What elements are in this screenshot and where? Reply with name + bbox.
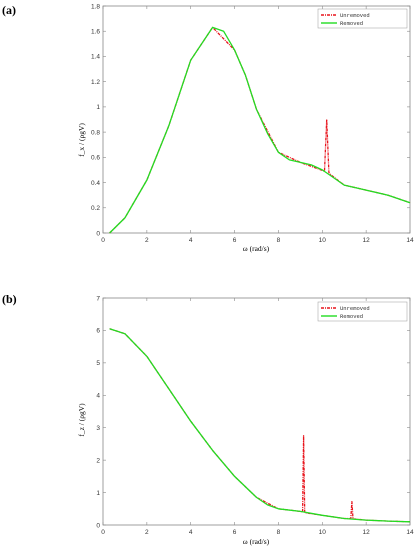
series-line-unremoved-b (109, 328, 411, 523)
x-tick-label-b: 14 (406, 529, 414, 536)
x-tick-label-b: 8 (277, 529, 281, 536)
x-tick-label-b: 0 (101, 529, 105, 536)
x-tick-label-a: 0 (101, 237, 105, 244)
x-tick-label-b: 2 (145, 529, 149, 536)
legend-box-a (317, 8, 408, 29)
y-tick-label-a: 1.6 (91, 29, 100, 36)
y-tick-label-b: 3 (96, 425, 100, 432)
series-lines-a (109, 26, 411, 234)
legend-label-unremoved-b: Unremoved (340, 305, 370, 312)
y-tick-label-a: 0.4 (91, 180, 100, 187)
x-tick-label-b: 10 (319, 529, 327, 536)
series-lines-b (109, 328, 411, 523)
y-tick-label-b: 0 (96, 522, 100, 529)
y-axis-title-a: f_x / (ρgV) (77, 123, 86, 157)
panel-label-b: (b) (2, 292, 17, 306)
x-tick-label-a: 14 (406, 237, 414, 244)
series-line-removed-a (109, 26, 411, 234)
y-tick-label-b: 5 (96, 360, 100, 367)
x-tick-label-a: 8 (277, 237, 281, 244)
legend-label-unremoved-a: Unremoved (340, 12, 370, 19)
series-line-removed-b (109, 328, 411, 523)
series-line-unremoved-a (109, 26, 411, 234)
panel-label-a: (a) (2, 3, 16, 17)
y-tick-label-b: 6 (96, 328, 100, 335)
x-tick-label-b: 4 (189, 529, 193, 536)
x-tick-label-b: 12 (363, 529, 371, 536)
x-axis-title-b: ω (rad/s) (243, 537, 270, 546)
y-tick-label-a: 0 (96, 230, 100, 237)
plot-frame-b (102, 297, 411, 526)
legend-b: Unremoved Removed (317, 301, 408, 322)
y-tick-label-a: 0.2 (91, 205, 100, 212)
y-tick-label-b: 7 (96, 295, 100, 302)
legend-label-removed-a: Removed (340, 20, 363, 27)
plot-frame-a (102, 5, 411, 234)
legend-box-b (317, 301, 408, 322)
y-tick-label-a: 1.2 (91, 79, 100, 86)
x-tick-label-a: 2 (145, 237, 149, 244)
y-tick-label-a: 1.8 (91, 3, 100, 10)
y-tick-label-b: 4 (96, 393, 100, 400)
x-tick-label-a: 6 (233, 237, 237, 244)
legend-a: Unremoved Removed (317, 8, 408, 29)
x-axis-title-a: ω (rad/s) (243, 244, 270, 253)
x-tick-label-a: 10 (319, 237, 327, 244)
x-tick-label-b: 6 (233, 529, 237, 536)
y-tick-label-a: 1 (96, 104, 100, 111)
x-tick-label-a: 12 (363, 237, 371, 244)
y-tick-label-b: 1 (96, 490, 100, 497)
y-axis-title-b: f_z / (ρgV) (77, 403, 86, 437)
y-tick-label-a: 0.6 (91, 155, 100, 162)
chart-panel-a: (a) 0 2 4 6 8 10 12 14 0 0.2 0.4 0.6 0.8 1 1.2 1.4 1.6 1.… (2, 3, 414, 253)
y-tick-label-b: 2 (96, 457, 100, 464)
y-tick-label-a: 0.8 (91, 129, 100, 136)
legend-label-removed-b: Removed (340, 313, 363, 320)
ticks-a: 0 2 4 6 8 10 12 14 0 0.2 0.4 0.6 0.8 1 1.2 1.4 1.6 1.8 (91, 3, 414, 244)
y-tick-label-a: 1.4 (91, 54, 100, 61)
x-tick-label-a: 4 (189, 237, 193, 244)
